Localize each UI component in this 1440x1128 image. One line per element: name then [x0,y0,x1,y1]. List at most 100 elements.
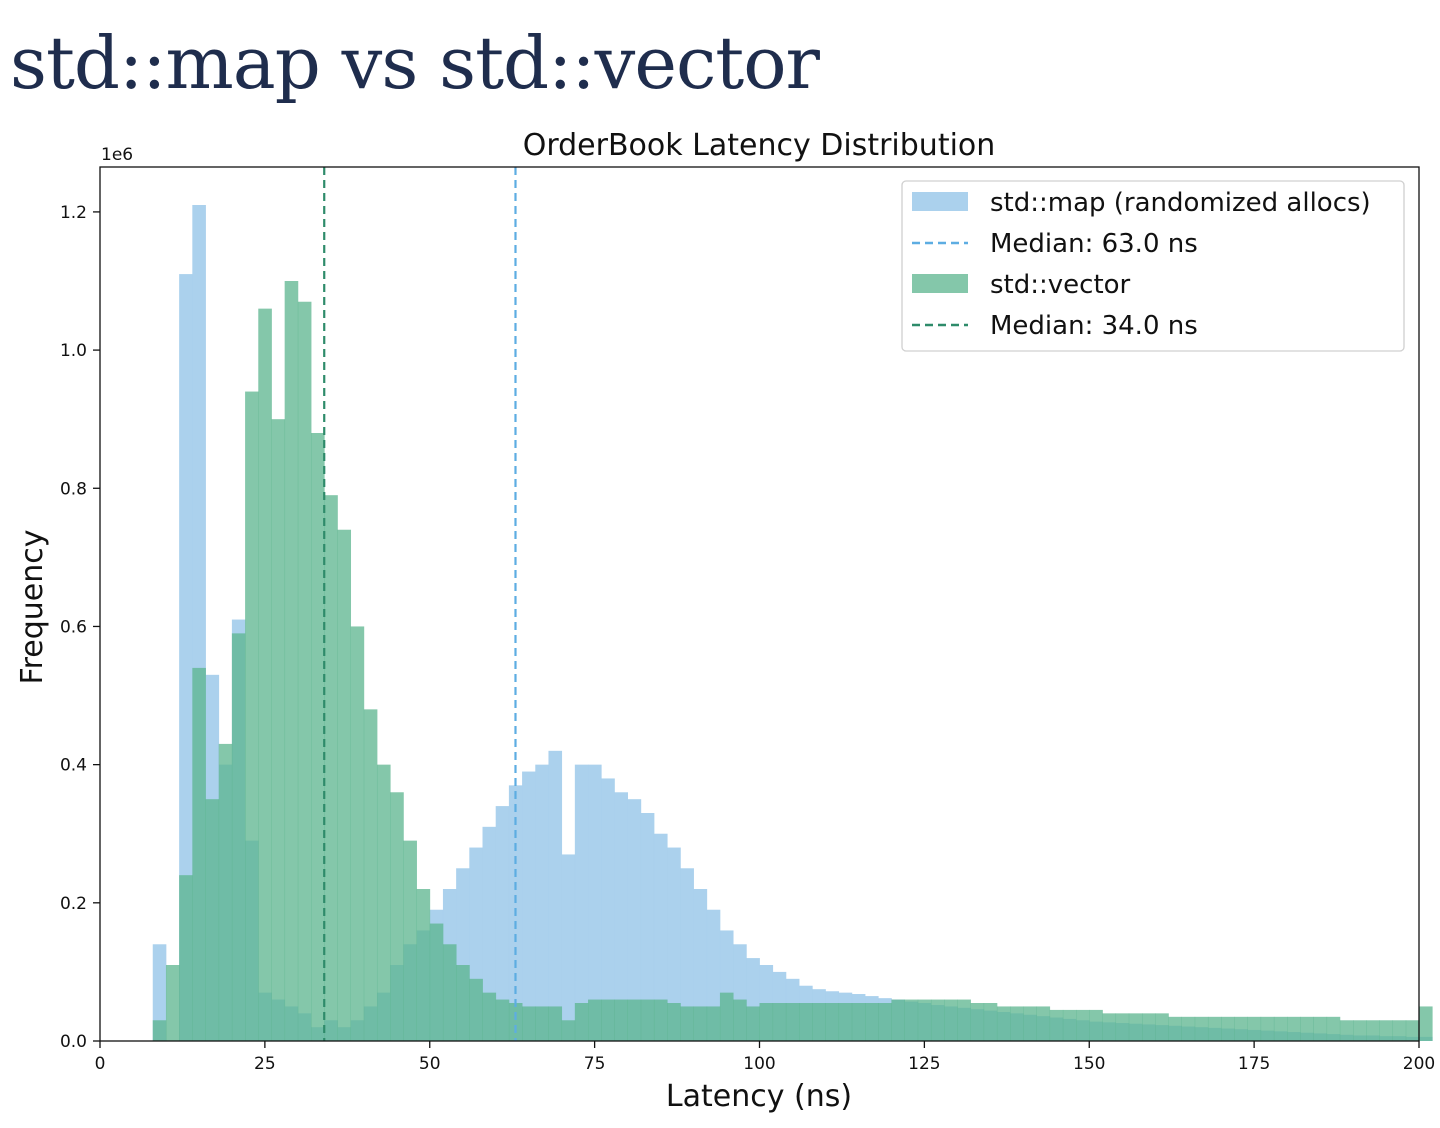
y-tick-label: 0.4 [60,756,87,776]
map-bar [640,813,655,1041]
vector-bar [838,1003,853,1041]
vector-bar [1181,1016,1196,1041]
vector-bar [917,999,932,1041]
vector-bar [429,923,444,1041]
vector-bar [1260,1016,1275,1041]
x-tick-label: 50 [419,1054,441,1074]
vector-bar [930,999,945,1041]
legend-swatch-vector [912,274,968,293]
median-lines [323,167,517,1041]
map-bar [482,826,497,1041]
vector-bar [1036,1006,1051,1041]
vector-bar [1273,1016,1288,1041]
vector-bar [522,1006,536,1041]
y-tick-label: 0.2 [60,894,87,914]
vector-bar [1089,1009,1103,1041]
map-bar [574,764,589,1041]
vector-bar [812,1003,826,1041]
x-tick-label: 25 [254,1054,276,1074]
vector-bar [653,999,668,1041]
vector-bar [311,433,325,1041]
vector-bar [1300,1016,1314,1041]
vector-bar [1313,1016,1328,1041]
map-bar [680,868,694,1041]
vector-bar [561,1020,576,1041]
vector-bar [944,999,958,1041]
vector-bar [983,1003,998,1041]
vector-bar [403,840,417,1041]
vector-bar [548,1006,563,1041]
map-bar [693,889,708,1041]
map-bar [614,792,628,1041]
map-bar [601,778,615,1041]
vector-bar [469,978,483,1041]
chart-title: OrderBook Latency Distribution [523,128,996,163]
vector-bar [1076,1009,1090,1041]
vector-bar [284,281,299,1041]
vector-series-bars [152,281,1433,1042]
vector-bar [799,1003,813,1041]
map-bar [627,799,642,1041]
map-bar [561,854,576,1041]
vector-bar [588,999,602,1041]
vector-bar [1049,1009,1064,1041]
vector-bar [1023,1006,1037,1041]
chart-legend: std::map (randomized allocs) Median: 63.… [901,180,1405,352]
vector-bar [1207,1016,1222,1041]
vector-bar [1405,1020,1420,1041]
map-bar [548,750,563,1041]
vector-bar [324,495,338,1041]
vector-bar [680,1006,694,1041]
x-tick-label: 150 [1073,1054,1105,1074]
vector-bar [376,764,391,1041]
y-tick-label: 1.0 [60,341,87,361]
vector-bar [733,999,747,1041]
vector-bar [865,1003,879,1041]
x-tick-label: 200 [1403,1054,1435,1074]
vector-bar [1142,1013,1156,1041]
vector-bar [772,1003,787,1041]
vector-bar [1379,1020,1394,1041]
vector-bar [192,667,206,1041]
vector-bar [205,799,220,1041]
vector-bar [746,1006,760,1041]
vector-bar [535,1006,549,1041]
vector-bar [891,999,905,1041]
y-tick-label: 1.2 [60,203,87,223]
vector-bar [601,999,615,1041]
vector-bar [297,301,312,1042]
x-axis-ticks: 0 25 50 75 100 125 150 175 200 [95,1041,1435,1074]
vector-bar [1366,1020,1380,1041]
vector-bar [667,1003,681,1041]
x-tick-label: 100 [743,1054,775,1074]
map-bar [535,764,549,1041]
y-tick-label: 0.8 [60,479,87,499]
vector-bar [508,1003,523,1041]
vector-bar [878,1003,892,1041]
vector-bar [456,965,470,1041]
y-tick-label: 0.0 [60,1032,87,1052]
vector-bar [337,529,352,1041]
vector-bar [218,743,233,1041]
legend-swatch-map [912,192,968,211]
vector-bar [1221,1016,1235,1041]
vector-bar [693,1006,708,1041]
vector-bar [996,1006,1011,1041]
x-tick-label: 125 [908,1054,940,1074]
y-axis-ticks: 0.0 0.2 0.4 0.6 0.8 1.0 1.2 [60,203,100,1052]
x-tick-label: 175 [1238,1054,1270,1074]
vector-bar [1339,1020,1354,1041]
x-tick-label: 0 [95,1054,106,1074]
vector-bar [258,308,272,1041]
vector-bar [165,965,180,1041]
vector-bar [970,1003,985,1041]
map-bar [653,833,668,1041]
vector-bar [231,633,246,1041]
vector-bar [1062,1009,1077,1041]
vector-bar [1102,1013,1117,1041]
vector-bar [706,1006,721,1041]
legend-label-map: std::map (randomized allocs) [990,188,1371,218]
vector-bar [245,391,259,1041]
map-bar [588,764,602,1041]
